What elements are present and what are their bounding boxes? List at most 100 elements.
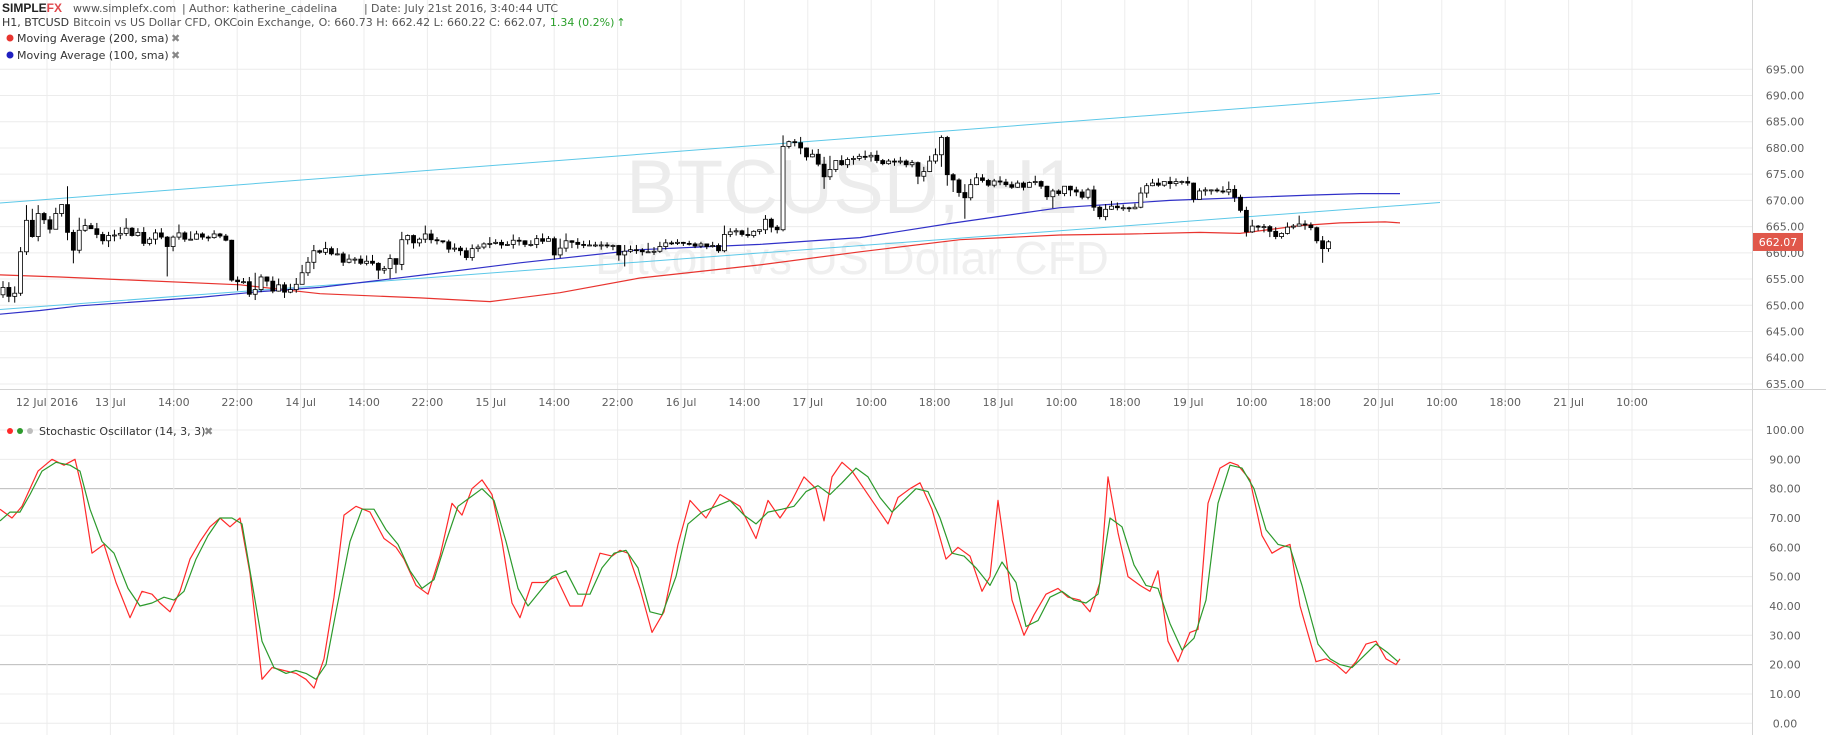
candle [18, 247, 23, 296]
candle [381, 265, 387, 274]
candle [100, 231, 106, 245]
candle [639, 248, 645, 256]
candle-body-down [1308, 224, 1314, 229]
candle [12, 286, 18, 303]
candle-body-down [1009, 184, 1015, 188]
ma200-line [0, 221, 1401, 303]
legend-stochastic[interactable]: Stochastic Oscillator (14, 3, 3) ✖ [7, 425, 213, 438]
candle-body-up [622, 250, 628, 256]
candle-body-down [235, 279, 241, 283]
ma100-remove-icon[interactable]: ✖ [171, 49, 180, 62]
candle [1320, 236, 1326, 263]
candle [1073, 186, 1079, 197]
ma200-remove-icon[interactable]: ✖ [171, 32, 180, 45]
candle-body-down [774, 226, 780, 231]
grid-lines [0, 0, 1753, 735]
candle [264, 276, 270, 287]
candle [276, 278, 282, 292]
candle [194, 230, 199, 240]
candle-body-up [510, 239, 516, 245]
time-tick-label: 10:00 [1426, 396, 1458, 409]
stoch-tick-label: 90.00 [1769, 453, 1801, 466]
legend-ma200[interactable]: Moving Average (200, sma) ✖ [6, 32, 181, 45]
stoch-tick-label: 70.00 [1769, 512, 1801, 525]
candle [1114, 202, 1120, 211]
candle-body-up [352, 258, 358, 261]
candle-body-up [1197, 190, 1202, 200]
candle-body-up [252, 289, 258, 295]
price-tick-label: 640.00 [1766, 352, 1805, 365]
candle-body-up [276, 284, 282, 292]
candle-body-up [452, 247, 458, 250]
legend-ma100[interactable]: Moving Average (100, sma) ✖ [6, 49, 181, 62]
time-tick-label: 16 Jul [666, 396, 697, 409]
candle [346, 254, 352, 264]
candle-body-up [417, 238, 422, 244]
candle [94, 222, 100, 239]
candle-body-up [0, 287, 6, 296]
candle [592, 241, 598, 248]
candle-body-up [493, 241, 499, 244]
candle [246, 276, 252, 297]
stoch-remove-icon[interactable]: ✖ [204, 425, 213, 438]
candle [340, 251, 346, 266]
time-tick-label: 20 Jul [1363, 396, 1394, 409]
candle-body-down [616, 245, 622, 256]
candle [1068, 185, 1073, 197]
time-tick-label: 14:00 [538, 396, 570, 409]
candle-body-up [921, 171, 927, 177]
candle [950, 173, 956, 192]
candle-body-up [1161, 181, 1167, 186]
candle-body-down [804, 147, 809, 158]
candle-body-up [1285, 226, 1290, 234]
candle [411, 234, 416, 249]
candle [1238, 194, 1243, 213]
candle-body-down [686, 242, 692, 245]
candle-body-down [1191, 182, 1196, 200]
candle [645, 242, 651, 254]
candle [1038, 180, 1044, 189]
candle [1032, 175, 1038, 186]
candle [417, 237, 422, 247]
candle-body-up [587, 244, 592, 247]
candle-body-up [364, 260, 370, 264]
candle-body-down [282, 284, 287, 293]
candle-body-up [563, 240, 569, 249]
candle [903, 159, 909, 168]
candle-body-up [53, 213, 59, 230]
candle [217, 232, 223, 239]
price-tick-label: 670.00 [1766, 194, 1805, 207]
candle [739, 229, 745, 237]
header-date: Date: July 21st 2016, 3:40:44 UTC [371, 2, 558, 15]
candle-body-up [399, 239, 405, 265]
time-tick-label: 14 Jul [285, 396, 316, 409]
candle [35, 205, 41, 242]
candle [757, 229, 762, 235]
candle [721, 225, 727, 253]
candle [897, 156, 903, 165]
candle-body-down [205, 236, 211, 239]
candle [182, 231, 188, 242]
candle-body-down [1267, 226, 1273, 232]
stoch-tick-label: 100.00 [1766, 424, 1805, 437]
candle [1015, 180, 1021, 188]
stoch-tick-label: 10.00 [1769, 688, 1801, 701]
candle [956, 178, 962, 197]
candle [692, 242, 698, 249]
time-tick-label: 14:00 [348, 396, 380, 409]
candle-body-up [1249, 225, 1255, 233]
channel-lower-line [0, 202, 1441, 310]
candle [1144, 183, 1150, 198]
ma200-legend-dot [6, 34, 14, 42]
candle-body-down [270, 280, 276, 292]
candle [1097, 205, 1103, 220]
candle [763, 215, 768, 234]
candle-body-up [405, 235, 411, 241]
candle [475, 244, 481, 252]
candle [164, 236, 170, 277]
candle [458, 246, 463, 256]
candle [874, 150, 880, 164]
candle [1232, 185, 1238, 202]
candle [546, 236, 551, 242]
